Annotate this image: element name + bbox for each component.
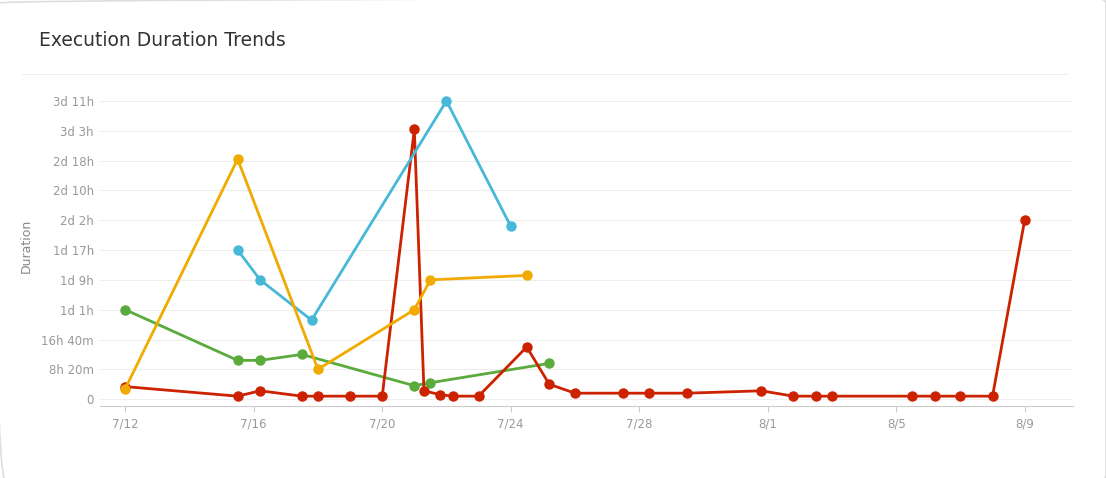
- MTBD: [504, 223, 518, 229]
- MTTD: [295, 351, 309, 357]
- MTBD: [305, 317, 319, 323]
- MTBD: [231, 247, 244, 253]
- MTTF: [543, 381, 556, 387]
- MTTF: [825, 393, 838, 399]
- MTTF: [568, 391, 582, 396]
- MTTD: [253, 358, 267, 363]
- MTTD: [408, 383, 421, 389]
- MTTR: [408, 307, 421, 313]
- MTTF: [376, 393, 389, 399]
- Y-axis label: Duration: Duration: [20, 219, 33, 273]
- MTTF: [253, 388, 267, 394]
- MTTF: [1018, 217, 1031, 223]
- MTTF: [616, 391, 629, 396]
- Line: MTBD: MTBD: [233, 97, 515, 325]
- MTTF: [810, 393, 823, 399]
- Line: MTTR: MTTR: [121, 154, 531, 393]
- MTTF: [680, 391, 693, 396]
- MTTF: [643, 391, 656, 396]
- MTTF: [446, 393, 459, 399]
- MTTF: [754, 388, 768, 394]
- MTTF: [985, 393, 999, 399]
- MTTF: [417, 388, 430, 394]
- MTTD: [543, 360, 556, 366]
- MTTF: [953, 393, 967, 399]
- MTTF: [520, 344, 533, 350]
- Line: MTTF: MTTF: [121, 125, 1030, 401]
- MTTF: [906, 393, 919, 399]
- MTTF: [928, 393, 941, 399]
- MTBD: [253, 277, 267, 282]
- MTTD: [424, 380, 437, 386]
- Text: Execution Duration Trends: Execution Duration Trends: [39, 31, 285, 50]
- MTTR: [231, 156, 244, 162]
- MTBD: [440, 98, 453, 104]
- MTTD: [231, 358, 244, 363]
- MTTF: [786, 393, 800, 399]
- MTTF: [231, 393, 244, 399]
- MTTF: [472, 393, 486, 399]
- MTTF: [434, 392, 447, 398]
- MTTF: [408, 126, 421, 132]
- MTTF: [344, 393, 357, 399]
- MTTF: [295, 393, 309, 399]
- MTTD: [118, 307, 132, 313]
- MTTR: [424, 277, 437, 282]
- MTTF: [118, 384, 132, 390]
- MTTR: [520, 272, 533, 278]
- MTTR: [311, 367, 324, 372]
- MTTR: [118, 386, 132, 391]
- Line: MTTD: MTTD: [121, 305, 554, 390]
- MTTF: [311, 393, 324, 399]
